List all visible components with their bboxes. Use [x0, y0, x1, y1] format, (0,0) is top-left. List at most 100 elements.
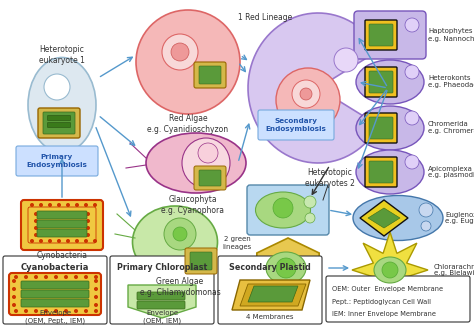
- Polygon shape: [128, 285, 196, 318]
- Circle shape: [64, 309, 68, 313]
- Circle shape: [305, 213, 315, 223]
- FancyBboxPatch shape: [43, 112, 75, 134]
- Polygon shape: [368, 208, 400, 228]
- Circle shape: [94, 287, 98, 291]
- Circle shape: [74, 309, 78, 313]
- Ellipse shape: [356, 150, 424, 194]
- Ellipse shape: [146, 133, 246, 193]
- Polygon shape: [248, 13, 379, 163]
- Circle shape: [24, 309, 28, 313]
- Circle shape: [94, 275, 98, 279]
- Circle shape: [54, 309, 58, 313]
- Circle shape: [173, 227, 187, 241]
- Circle shape: [39, 203, 43, 207]
- Polygon shape: [240, 284, 306, 306]
- Circle shape: [334, 48, 358, 72]
- Text: Envelope
(OEM, Pept., IEM): Envelope (OEM, Pept., IEM): [25, 310, 85, 324]
- Circle shape: [66, 203, 70, 207]
- Ellipse shape: [374, 257, 406, 283]
- Circle shape: [136, 10, 240, 114]
- Circle shape: [34, 226, 38, 230]
- FancyBboxPatch shape: [369, 71, 393, 93]
- FancyBboxPatch shape: [21, 299, 89, 307]
- Circle shape: [44, 275, 48, 279]
- FancyBboxPatch shape: [37, 211, 87, 219]
- Ellipse shape: [133, 206, 218, 278]
- Circle shape: [405, 155, 419, 169]
- Polygon shape: [360, 200, 408, 236]
- Circle shape: [34, 233, 38, 237]
- Text: Pept.: Peptidoglycan Cell Wall: Pept.: Peptidoglycan Cell Wall: [332, 299, 431, 305]
- Text: Envelope
(OEM, IEM): Envelope (OEM, IEM): [143, 310, 181, 324]
- Circle shape: [171, 43, 189, 61]
- FancyBboxPatch shape: [365, 67, 397, 97]
- Text: Primary Chloroplast: Primary Chloroplast: [117, 264, 207, 272]
- Circle shape: [39, 239, 43, 243]
- Circle shape: [405, 111, 419, 125]
- Ellipse shape: [28, 58, 96, 152]
- FancyBboxPatch shape: [199, 66, 221, 84]
- Polygon shape: [257, 238, 319, 298]
- Circle shape: [48, 239, 52, 243]
- Circle shape: [64, 275, 68, 279]
- Circle shape: [14, 309, 18, 313]
- Circle shape: [300, 88, 312, 100]
- Text: Glaucophyta
e.g. Cyanophora: Glaucophyta e.g. Cyanophora: [162, 195, 225, 215]
- FancyBboxPatch shape: [194, 166, 226, 190]
- Circle shape: [86, 226, 90, 230]
- Text: 2 green
lineages: 2 green lineages: [222, 236, 252, 250]
- Circle shape: [94, 309, 98, 313]
- FancyBboxPatch shape: [194, 62, 226, 88]
- Circle shape: [48, 203, 52, 207]
- FancyBboxPatch shape: [369, 24, 393, 46]
- Circle shape: [44, 74, 70, 100]
- Circle shape: [419, 203, 433, 217]
- Circle shape: [304, 196, 316, 208]
- Circle shape: [94, 303, 98, 307]
- Text: Chromerida
e.g. Chromera: Chromerida e.g. Chromera: [428, 122, 474, 134]
- Circle shape: [86, 233, 90, 237]
- Circle shape: [84, 275, 88, 279]
- FancyBboxPatch shape: [369, 161, 393, 183]
- FancyBboxPatch shape: [38, 108, 80, 138]
- FancyBboxPatch shape: [365, 157, 397, 187]
- Circle shape: [57, 239, 61, 243]
- Circle shape: [14, 275, 18, 279]
- FancyBboxPatch shape: [185, 248, 217, 274]
- Circle shape: [276, 68, 340, 132]
- Circle shape: [292, 80, 320, 108]
- Circle shape: [34, 212, 38, 216]
- Circle shape: [75, 203, 79, 207]
- Ellipse shape: [353, 196, 443, 240]
- FancyBboxPatch shape: [21, 290, 89, 298]
- Text: Heterokonts
e.g. Phaeodactylum: Heterokonts e.g. Phaeodactylum: [428, 76, 474, 89]
- FancyBboxPatch shape: [21, 200, 103, 250]
- FancyBboxPatch shape: [37, 220, 87, 228]
- Circle shape: [94, 295, 98, 299]
- Ellipse shape: [182, 138, 230, 188]
- Circle shape: [34, 309, 38, 313]
- Ellipse shape: [356, 106, 424, 150]
- Circle shape: [93, 203, 97, 207]
- FancyBboxPatch shape: [365, 113, 397, 143]
- FancyBboxPatch shape: [47, 115, 71, 121]
- Circle shape: [74, 275, 78, 279]
- Text: Primary
Endosymbiosis: Primary Endosymbiosis: [27, 154, 87, 167]
- Circle shape: [405, 18, 419, 32]
- Polygon shape: [352, 232, 428, 308]
- FancyBboxPatch shape: [137, 292, 185, 300]
- Circle shape: [405, 65, 419, 79]
- Circle shape: [84, 309, 88, 313]
- FancyBboxPatch shape: [47, 123, 71, 128]
- Circle shape: [24, 275, 28, 279]
- Text: Green Algae
e.g. Chlamydomonas: Green Algae e.g. Chlamydomonas: [140, 277, 220, 297]
- Circle shape: [162, 34, 198, 70]
- Circle shape: [34, 219, 38, 223]
- Text: Secondary
Endosymbiosis: Secondary Endosymbiosis: [265, 118, 327, 131]
- Circle shape: [34, 275, 38, 279]
- Circle shape: [84, 203, 88, 207]
- Ellipse shape: [255, 192, 310, 228]
- Text: Cynobacteria: Cynobacteria: [36, 250, 88, 260]
- FancyBboxPatch shape: [110, 256, 214, 324]
- Circle shape: [382, 262, 398, 278]
